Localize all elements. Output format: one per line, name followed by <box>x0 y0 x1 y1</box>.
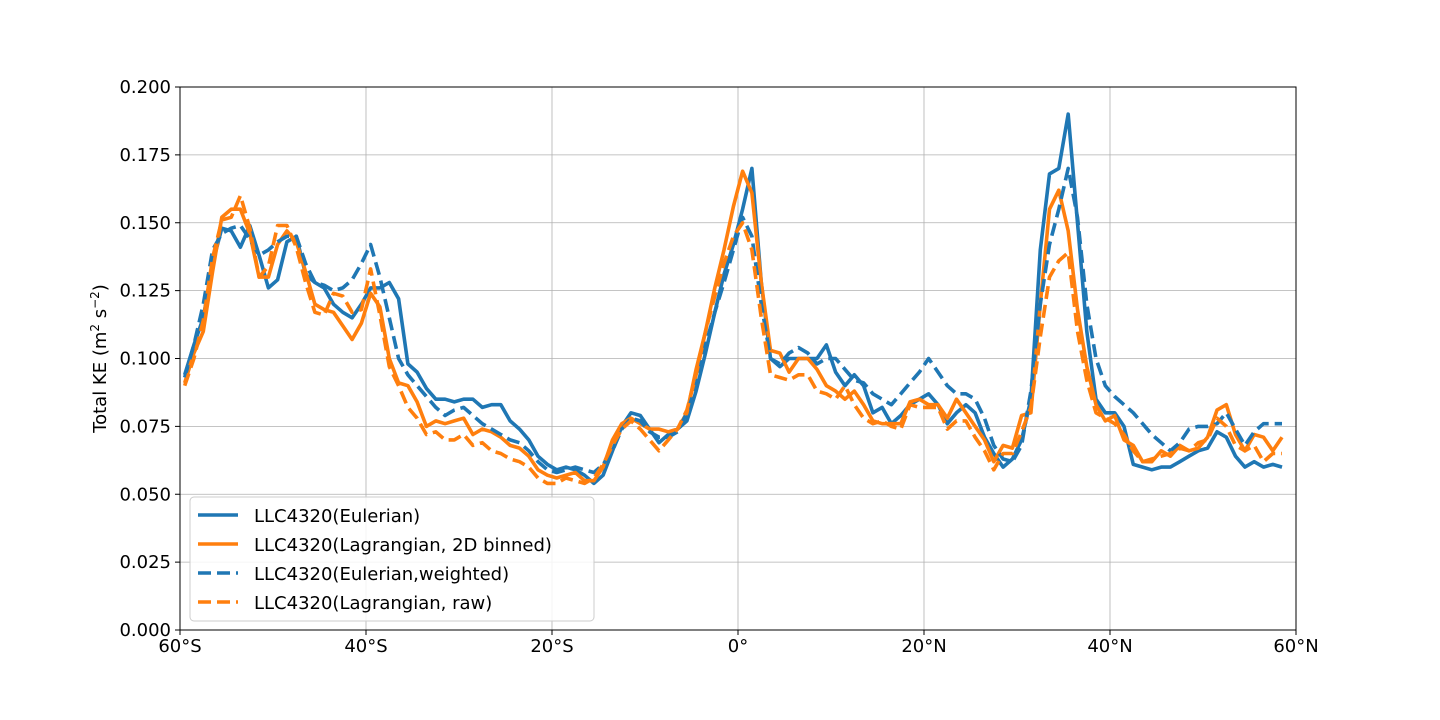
series-line-2 <box>182 169 1284 483</box>
legend-label: LLC4320(Lagrangian, 2D binned) <box>254 535 552 556</box>
y-axis-title-prefix: Total KE (m <box>90 332 111 434</box>
x-tick-label: 40°N <box>1087 636 1132 657</box>
series-line-1 <box>182 112 1283 486</box>
legend-box <box>189 496 595 622</box>
y-axis: 0.000 0.025 0.050 0.075 0.100 0.125 0.150 0.175… <box>119 77 180 641</box>
y-tick-label: 0.050 <box>119 484 171 505</box>
y-axis-title-mid: s <box>90 309 111 324</box>
y-tick-label: 0.025 <box>119 552 171 573</box>
y-tick-label: 0.075 <box>119 416 171 437</box>
y-axis-title-sup2: −2 <box>88 291 102 309</box>
y-tick-label: 0.150 <box>119 213 171 234</box>
series-line-3 <box>182 166 1282 475</box>
x-tick-label: 60°N <box>1273 636 1318 657</box>
y-tick-label: 0.175 <box>119 145 171 166</box>
x-tick-label: 40°S <box>344 636 387 657</box>
y-axis-title-suffix: ) <box>90 284 111 291</box>
legend-label: LLC4320(Eulerian) <box>254 506 420 527</box>
legend: LLC4320(Eulerian) LLC4320(Lagrangian, 2D … <box>189 496 595 622</box>
y-tick-label: 0.125 <box>119 281 171 302</box>
x-tick-label: 0° <box>728 636 748 657</box>
legend-label: LLC4320(Eulerian,weighted) <box>254 564 509 585</box>
series-line-4 <box>182 193 1282 486</box>
x-tick-label: 60°S <box>158 636 201 657</box>
y-tick-label: 0.000 <box>119 620 171 641</box>
series-lines <box>182 112 1284 486</box>
y-axis-title-sup1: 2 <box>88 324 102 332</box>
x-tick-label: 20°N <box>901 636 946 657</box>
y-axis-title: Total KE (m2 s−2) <box>88 284 111 434</box>
legend-label: LLC4320(Lagrangian, raw) <box>254 593 492 614</box>
x-tick-label: 20°S <box>530 636 573 657</box>
x-axis: 60°S 40°S 20°S 0° 20°N 40°N 60°N <box>158 630 1319 657</box>
y-tick-label: 0.100 <box>119 349 171 370</box>
y-tick-label: 0.200 <box>119 77 171 98</box>
